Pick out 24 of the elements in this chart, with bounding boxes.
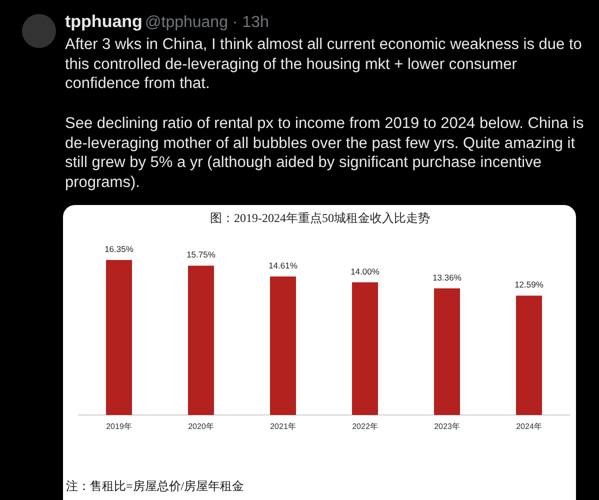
bar <box>270 276 296 415</box>
text: 注：售租比=房屋总价/房屋年租金 <box>66 479 244 493</box>
text: tpphuang <box>65 12 142 32</box>
bar <box>188 266 214 415</box>
x-tick-label: 2020年 <box>188 422 214 431</box>
data-label: 13.36% <box>432 272 462 282</box>
text: @tpphuang · 13h <box>145 13 269 32</box>
x-tick-label: 2019年 <box>106 422 132 431</box>
chart-title: 图：2019-2024年重点50城租金收入比走势 <box>210 211 430 225</box>
x-tick-label: 2024年 <box>516 422 542 431</box>
bar <box>434 288 460 415</box>
data-label: 14.61% <box>268 260 298 270</box>
x-tick-label: 2022年 <box>352 422 378 431</box>
data-label: 16.35% <box>104 244 134 254</box>
x-tick-label: 2023年 <box>434 422 460 431</box>
data-label: 12.59% <box>514 280 544 290</box>
data-label: 15.75% <box>186 250 216 260</box>
bar <box>106 260 132 415</box>
bar <box>352 282 378 415</box>
text: See declining ratio of rental px to income from 2019 to 2024 below. China is de-leveraging mother of all bubbles over the past few yrs. Quite amazing it still grew by 5% a yr (although aided by significant purchase incentive programs). <box>65 114 585 192</box>
text: After 3 wks in China, I think almost all current economic weakness is due to this controlled de-leveraging of the housing mkt + lower consumer confidence from that. <box>65 35 583 94</box>
x-tick-label: 2021年 <box>270 422 296 431</box>
data-label: 14.00% <box>350 266 380 276</box>
bar <box>516 296 542 415</box>
